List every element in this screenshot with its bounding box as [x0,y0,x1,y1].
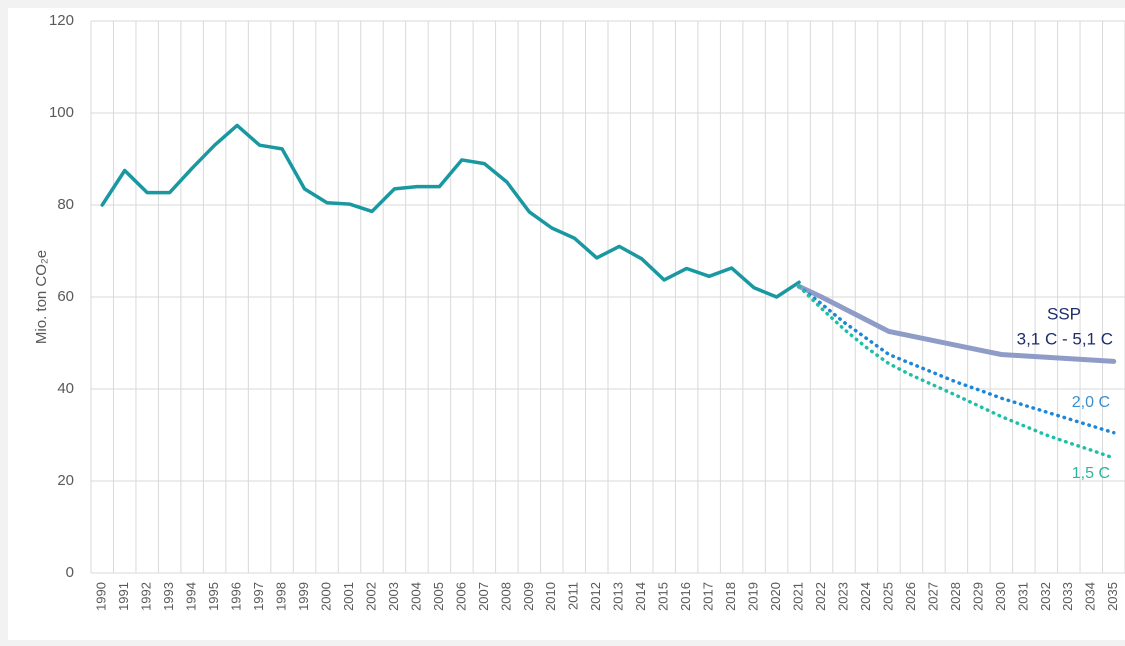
y-tick-label: 40 [57,380,74,397]
x-tick-label: 2035 [1105,582,1120,611]
x-tick-label: 2027 [925,582,940,611]
x-tick-label: 2029 [970,582,985,611]
x-tick-label: 2006 [453,582,468,611]
y-tick-label: 60 [57,288,74,305]
x-tick-label: 2004 [408,582,423,611]
x-tick-label: 2019 [746,582,761,611]
series-line [100,123,801,299]
x-tick-label: 1997 [251,582,266,611]
x-tick-label: 2009 [521,582,536,611]
x-tick-label: 1996 [229,582,244,611]
x-tick-label: 2020 [768,582,783,611]
x-tick-label: 2017 [701,582,716,611]
y-tick-label: 100 [49,104,74,121]
y-tick-label: 80 [57,196,74,213]
x-tick-label: 1995 [206,582,221,611]
x-tick-label: 2030 [993,582,1008,611]
x-tick-label: 2032 [1038,582,1053,611]
x-tick-label: 2012 [588,582,603,611]
annotation: SSP [1047,304,1081,323]
x-tick-label: 2010 [543,582,558,611]
x-tick-label: 2023 [835,582,850,611]
x-tick-label: 2026 [903,582,918,611]
x-tick-label: 1994 [184,582,199,611]
chart-background [8,8,1125,640]
x-tick-label: 1990 [94,582,109,611]
x-tick-label: 1992 [139,582,154,611]
x-tick-label: 2016 [678,582,693,611]
x-tick-label: 1998 [274,582,289,611]
x-tick-label: 2024 [858,582,873,611]
x-tick-label: 2000 [318,582,333,611]
x-tick-label: 2018 [723,582,738,611]
x-tick-label: 2003 [386,582,401,611]
x-tick-label: 2002 [363,582,378,611]
x-tick-label: 2022 [813,582,828,611]
x-tick-label: 2013 [611,582,626,611]
x-tick-label: 2031 [1015,582,1030,611]
y-tick-label: 120 [49,12,74,29]
x-tick-label: 2014 [633,582,648,611]
series-label: 3,1 C - 5,1 C [1017,329,1113,348]
x-tick-label: 2021 [791,582,806,611]
x-tick-label: 2025 [880,582,895,611]
x-tick-label: 1991 [116,582,131,611]
x-tick-label: 2008 [498,582,513,611]
y-tick-label: 20 [57,472,74,489]
series-line [796,283,1117,364]
x-tick-label: 2007 [476,582,491,611]
series-label: 2,0 C [1072,394,1110,411]
x-tick-label: 2011 [566,582,581,610]
series-label: 1,5 C [1072,465,1110,482]
series-line [797,284,1116,435]
x-tick-label: 2015 [656,582,671,611]
x-tick-label: 1999 [296,582,311,611]
x-tick-label: 2028 [948,582,963,611]
x-tick-label: 2005 [431,582,446,611]
y-axis-label: Mio. ton CO₂e [33,250,50,344]
series-line [797,284,1116,460]
x-tick-label: 2034 [1083,582,1098,611]
x-tick-label: 2033 [1060,582,1075,611]
x-tick-label: 2001 [341,582,356,611]
x-tick-label: 1993 [161,582,176,611]
y-tick-label: 0 [66,564,74,581]
